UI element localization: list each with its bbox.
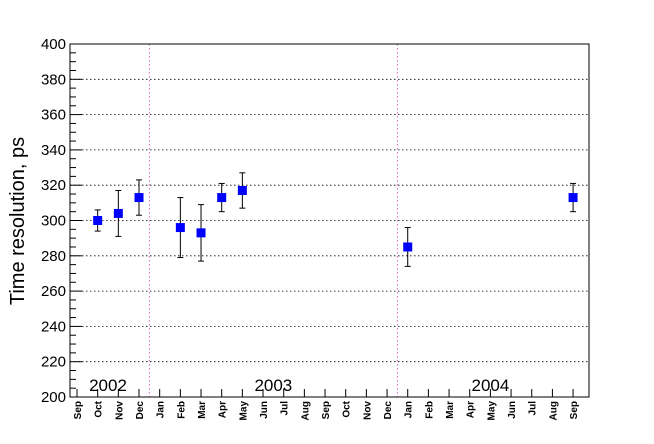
x-tick-label: Mar	[445, 401, 456, 419]
data-point	[237, 185, 247, 195]
y-tick-label: 400	[41, 36, 66, 53]
x-axis: Sep Oct Nov Dec Jan Feb Mar Apr May Jun Jul Aug Sep O…	[73, 389, 580, 420]
x-tick-label: Jun	[507, 401, 518, 419]
x-tick-label: Nov	[362, 401, 373, 420]
x-tick-label: Dec	[383, 401, 394, 420]
x-tick-label: Jan	[156, 401, 167, 418]
x-tick-label: Jul	[280, 401, 291, 416]
data-point	[568, 193, 578, 203]
y-tick-label: 220	[41, 354, 66, 371]
y-tick-label: 340	[41, 142, 66, 159]
data-point	[134, 193, 144, 203]
y-tick-label: 360	[41, 107, 66, 124]
year-label: 2004	[471, 376, 509, 395]
data-point	[113, 208, 123, 218]
y-axis-title: Time resolution, ps	[7, 137, 29, 305]
x-tick-label: Oct	[94, 400, 105, 417]
x-tick-label: May	[238, 401, 249, 421]
y-tick-label: 380	[41, 71, 66, 88]
year-label: 2003	[254, 376, 292, 395]
data-point	[196, 228, 206, 238]
data-point	[403, 242, 413, 252]
data-point	[175, 223, 185, 233]
x-tick-label: Jan	[404, 401, 415, 418]
year-labels: 2002 2003 2004	[89, 376, 509, 395]
y-tick-label: 240	[41, 318, 66, 335]
x-tick-label: Apr	[218, 401, 229, 418]
x-tick-label: Dec	[135, 401, 146, 420]
y-tick-label: 320	[41, 177, 66, 194]
x-tick-label: Feb	[424, 401, 435, 419]
x-tick-label: Oct	[342, 400, 353, 417]
x-tick-label: Feb	[176, 401, 187, 419]
x-tick-label: Jun	[259, 401, 270, 419]
x-tick-label: Mar	[197, 401, 208, 419]
year-label: 2002	[89, 376, 127, 395]
x-tick-label: Apr	[466, 401, 477, 418]
x-tick-label: Sep	[73, 401, 84, 419]
x-tick-label: Aug	[548, 401, 559, 420]
x-tick-label: Sep	[569, 401, 580, 419]
x-tick-label: Nov	[114, 401, 125, 420]
y-tick-label: 260	[41, 283, 66, 300]
data-point	[217, 193, 227, 203]
x-tick-label: Sep	[321, 401, 332, 419]
y-tick-label: 200	[41, 389, 66, 406]
x-tick-label: May	[486, 401, 497, 421]
y-axis: 200 220 240 260 280 300 320 340 360 380 400	[41, 36, 82, 406]
y-tick-label: 280	[41, 248, 66, 265]
year-separator-layer	[148, 44, 398, 397]
data-points	[93, 172, 578, 267]
x-tick-label: Jul	[528, 401, 539, 416]
y-tick-label: 300	[41, 213, 66, 230]
x-tick-label: Aug	[300, 401, 311, 420]
grid-layer	[70, 78, 589, 363]
data-point	[93, 216, 103, 225]
